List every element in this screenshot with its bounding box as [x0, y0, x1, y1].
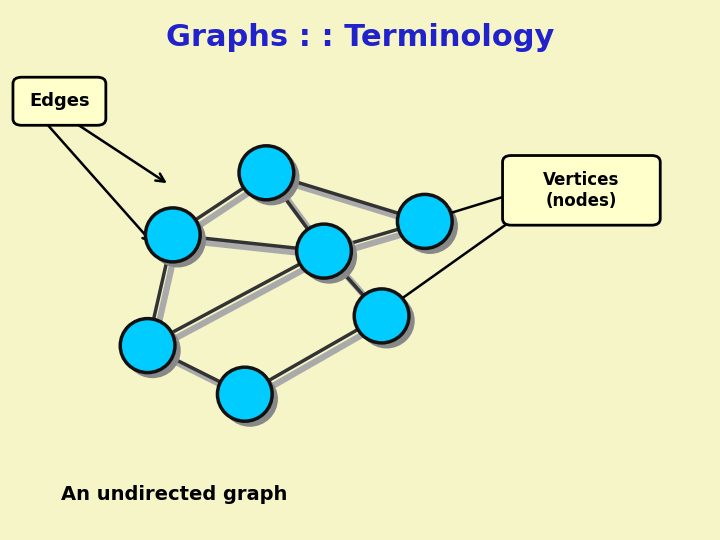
Ellipse shape — [297, 224, 351, 278]
Text: Graphs : : Terminology: Graphs : : Terminology — [166, 23, 554, 52]
Ellipse shape — [239, 146, 294, 200]
Ellipse shape — [302, 229, 356, 283]
Ellipse shape — [244, 151, 299, 205]
Ellipse shape — [125, 323, 180, 377]
Text: Vertices
(nodes): Vertices (nodes) — [543, 171, 620, 210]
Text: An undirected graph: An undirected graph — [61, 484, 287, 504]
Ellipse shape — [354, 289, 409, 343]
Ellipse shape — [397, 194, 452, 248]
Ellipse shape — [150, 213, 205, 267]
Ellipse shape — [145, 208, 200, 262]
Text: Edges: Edges — [29, 92, 90, 110]
Ellipse shape — [217, 367, 272, 421]
FancyBboxPatch shape — [13, 77, 106, 125]
Ellipse shape — [359, 294, 414, 348]
FancyBboxPatch shape — [503, 156, 660, 225]
Ellipse shape — [120, 319, 175, 373]
Ellipse shape — [222, 372, 277, 426]
Ellipse shape — [402, 199, 457, 253]
